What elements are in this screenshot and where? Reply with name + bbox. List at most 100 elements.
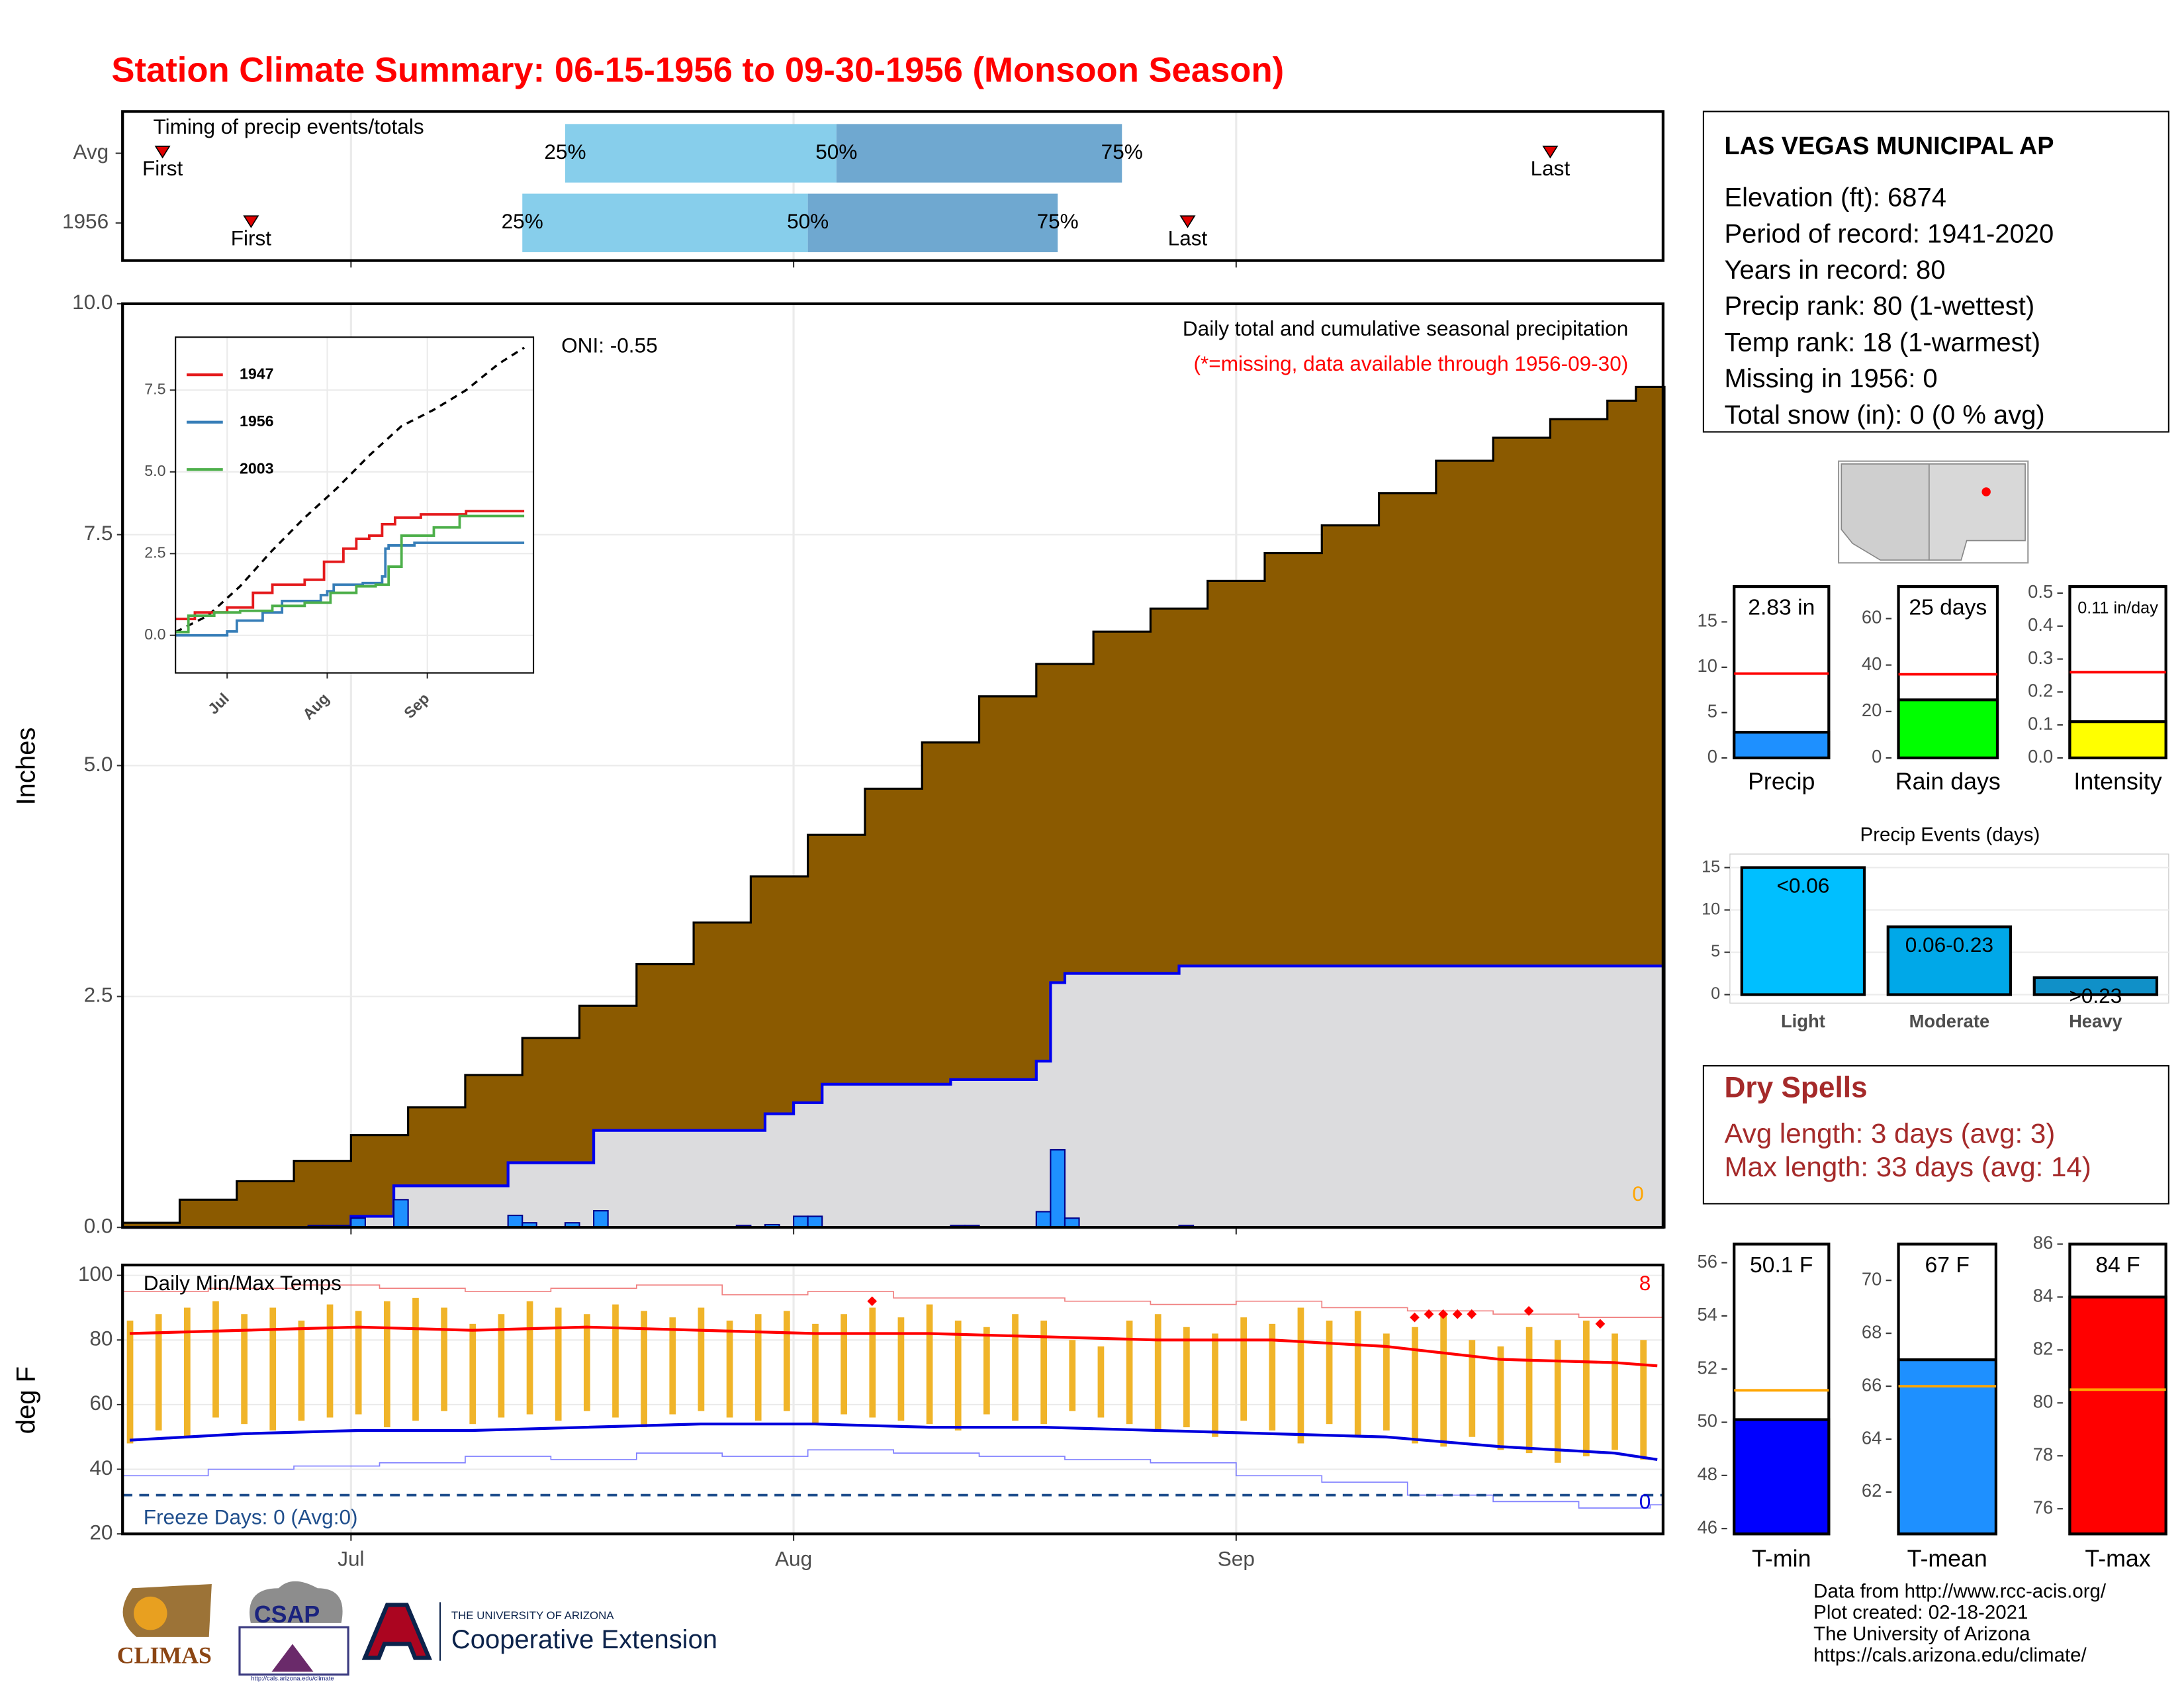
temp-range-bar xyxy=(383,1301,390,1428)
y-tick-label: 0 xyxy=(1872,746,1882,767)
daily-precip-bar xyxy=(393,1199,409,1229)
y-tick-label: 2.5 xyxy=(144,543,165,561)
quantile-bar xyxy=(522,193,808,252)
locator-map xyxy=(1838,460,2029,564)
y-tick-label: 60 xyxy=(89,1391,113,1415)
quantile-label: 25% xyxy=(502,209,543,233)
temp-range-bar xyxy=(1326,1320,1333,1425)
y-tick-label: 0.5 xyxy=(2028,581,2053,602)
station-info: Total snow (in): 0 (0 % avg) xyxy=(1724,400,2044,430)
temp-range-bar xyxy=(1269,1323,1276,1430)
temp-range-bar xyxy=(754,1314,762,1421)
y-tick-label: 40 xyxy=(89,1456,113,1479)
panel-title: Daily Min/Max Temps xyxy=(144,1271,341,1295)
station-box xyxy=(1702,111,2169,433)
climas-text: CLIMAS xyxy=(117,1642,212,1669)
panel xyxy=(122,1265,1663,1534)
temp-range-bar xyxy=(269,1307,277,1430)
temp-range-bar xyxy=(1440,1314,1447,1447)
summary-bar xyxy=(1897,1358,1997,1536)
bar-value-label: <0.06 xyxy=(1776,873,1829,897)
temp-range-bar xyxy=(1240,1317,1248,1421)
y-tick-label: 0.3 xyxy=(2028,647,2053,668)
temp-range-bar xyxy=(298,1320,305,1421)
y-tick-label: 0.0 xyxy=(2028,746,2053,767)
y-tick-label: 84 xyxy=(2033,1286,2053,1306)
y-tick-label: 64 xyxy=(1862,1427,1882,1448)
csap-url: http://cals.arizona.edu/climate xyxy=(251,1675,334,1683)
temp-range-bar xyxy=(841,1314,847,1415)
temp-range-bar xyxy=(1554,1340,1561,1463)
y-tick-label: 52 xyxy=(1698,1357,1717,1378)
value-label: 0.11 in/day xyxy=(2077,598,2158,617)
y-tick-label: 56 xyxy=(1698,1251,1717,1272)
panel-title: Timing of precip events/totals xyxy=(154,115,424,138)
station-info: Precip rank: 80 (1-wettest) xyxy=(1724,292,2034,321)
temp-range-bar xyxy=(441,1307,447,1411)
temp-range-bar xyxy=(1126,1320,1133,1425)
panel-border xyxy=(121,1263,1664,1536)
y-tick-label: 100 xyxy=(78,1262,113,1286)
bar-value-label: >0.23 xyxy=(2069,984,2122,1008)
record-low-count: 0 xyxy=(1639,1489,1651,1513)
y-tick-label: 5.0 xyxy=(144,462,165,479)
event-marker xyxy=(154,146,171,159)
temp-range-bar xyxy=(155,1314,162,1430)
quantile-label: 25% xyxy=(544,140,586,164)
summary-bar xyxy=(2068,1295,2167,1536)
temp-range-bar xyxy=(1612,1333,1618,1450)
temp-range-bar xyxy=(1525,1327,1533,1454)
page-title: Station Climate Summary: 06-15-1956 to 0… xyxy=(111,50,1284,89)
extension-text: Cooperative Extension xyxy=(451,1625,717,1654)
annotation: Daily total and cumulative seasonal prec… xyxy=(1183,316,1628,340)
quantile-bar xyxy=(836,124,1122,183)
quantile-label: 50% xyxy=(815,140,857,164)
temp-range-bar xyxy=(926,1304,933,1425)
y-tick-label: 70 xyxy=(1862,1268,1882,1289)
temp-range-bar xyxy=(641,1311,647,1428)
y-tick-label: 20 xyxy=(89,1521,113,1544)
temp-range-bar xyxy=(669,1317,676,1415)
y-tick-label: 20 xyxy=(1862,700,1882,720)
summary-label: T-min xyxy=(1752,1546,1811,1572)
footer-line: Plot created: 02-18-2021 xyxy=(1813,1602,2028,1624)
station-location xyxy=(1981,487,1991,496)
y-tick-label: 40 xyxy=(1862,653,1882,674)
temp-range-bar xyxy=(498,1314,505,1418)
legend-label: 2003 xyxy=(240,459,274,477)
temp-range-bar xyxy=(1583,1320,1590,1457)
x-tick-label: Moderate xyxy=(1909,1011,1990,1031)
temp-range-bar xyxy=(469,1323,477,1425)
y-tick-label: 68 xyxy=(1862,1321,1882,1342)
average-min-line xyxy=(129,1423,1658,1461)
inset-panel xyxy=(175,337,534,673)
summary-label: T-max xyxy=(2085,1546,2150,1572)
y-tick-label: 7.5 xyxy=(144,380,165,397)
record-max-line xyxy=(122,1284,1664,1318)
temp-range-bar xyxy=(555,1307,562,1421)
summary-label: Precip xyxy=(1748,768,1815,794)
temp-range-bar xyxy=(412,1297,419,1421)
dry-spells-box xyxy=(1702,1064,2169,1205)
temp-range-bar xyxy=(698,1307,705,1411)
row-label: 1956 xyxy=(62,209,109,233)
quantile-label: 75% xyxy=(1037,209,1079,233)
panel-border xyxy=(121,302,1664,1229)
summary-label: T-mean xyxy=(1907,1546,1987,1572)
bar-value-label: 0.06-0.23 xyxy=(1905,933,1993,957)
temp-range-bar xyxy=(1040,1320,1047,1425)
oni: ONI: -0.55 xyxy=(561,333,658,357)
temp-range-bar xyxy=(983,1327,990,1415)
station-info: Years in record: 80 xyxy=(1724,256,1945,285)
temp-range-bar xyxy=(1469,1340,1476,1437)
quantile-bar xyxy=(565,124,837,183)
y-tick-label: 5.0 xyxy=(84,752,113,776)
temp-range-bar xyxy=(954,1320,962,1430)
series-line xyxy=(175,514,525,633)
temp-range-bar xyxy=(869,1307,876,1418)
footer-line: https://cals.arizona.edu/climate/ xyxy=(1813,1644,2087,1666)
temp-range-bar xyxy=(812,1323,819,1425)
y-tick-label: 80 xyxy=(2033,1391,2053,1412)
